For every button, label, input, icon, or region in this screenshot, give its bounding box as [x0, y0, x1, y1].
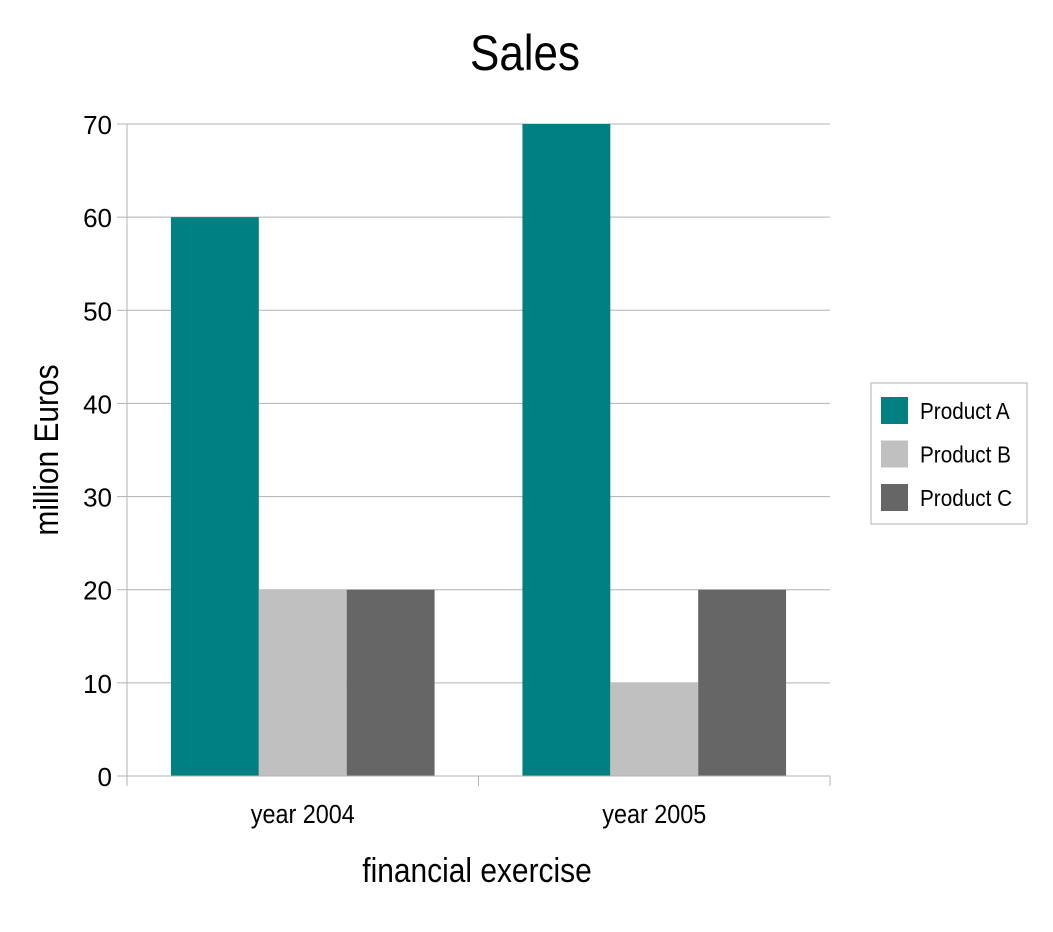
- x-tick-label: year 2004: [251, 801, 355, 829]
- y-tick-label: 40: [83, 389, 112, 419]
- bar-product-c-year-2004: [346, 589, 435, 776]
- bar-product-a-year-2005: [522, 124, 611, 776]
- bar-product-c-year-2005: [698, 589, 787, 776]
- y-tick-label: 10: [83, 669, 112, 699]
- legend-swatch: [881, 440, 908, 468]
- legend-label: Product A: [920, 398, 1010, 424]
- bar-product-b-year-2004: [258, 589, 347, 776]
- x-tick-label: year 2005: [602, 801, 706, 829]
- y-tick-label: 30: [83, 483, 112, 513]
- axes: [117, 123, 831, 786]
- legend-label: Product B: [920, 441, 1011, 467]
- bar-product-b-year-2005: [610, 682, 699, 776]
- legend: Product A Product B Product C: [870, 382, 1028, 525]
- y-tick-label: 70: [83, 110, 112, 140]
- y-tick-label: 60: [83, 203, 112, 233]
- bars: [170, 124, 787, 777]
- bar-product-a-year-2004: [170, 217, 259, 777]
- x-axis-label: financial exercise: [362, 851, 591, 889]
- y-tick-label: 50: [83, 296, 112, 326]
- legend-swatch: [881, 397, 908, 424]
- chart-title: Sales: [470, 24, 580, 80]
- y-axis-label: million Euros: [27, 364, 65, 535]
- legend-swatch: [881, 484, 908, 511]
- y-tick-labels: 0 10 20 30 40 50 60 70: [83, 110, 112, 792]
- legend-label: Product C: [920, 485, 1012, 511]
- x-tick-labels: year 2004 year 2005: [251, 801, 707, 829]
- y-tick-label: 20: [83, 576, 112, 606]
- y-tick-label: 0: [98, 762, 112, 792]
